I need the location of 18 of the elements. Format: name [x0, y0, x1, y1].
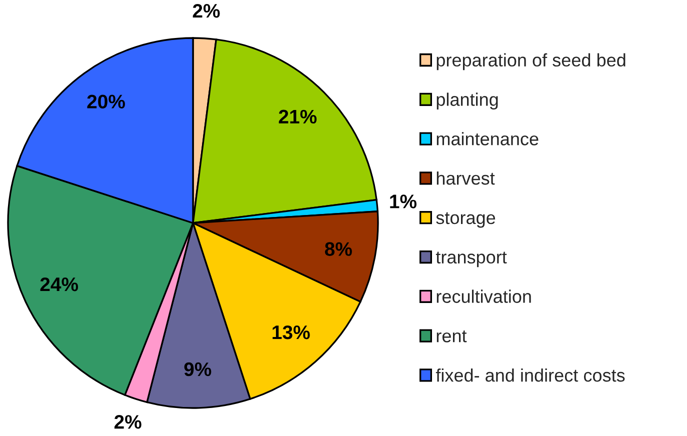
data-label: 2% [192, 4, 220, 18]
data-label: 24% [40, 277, 78, 292]
legend-label: fixed- and indirect costs [436, 368, 625, 382]
data-label: 2% [114, 415, 142, 429]
legend-label: harvest [436, 171, 495, 185]
legend-label: maintenance [436, 132, 538, 146]
legend-label: planting [436, 92, 498, 110]
data-label: 1% [390, 194, 417, 208]
legend-label: recultivation [436, 290, 531, 303]
legend-label: storage [436, 212, 496, 228]
data-label: 9% [184, 362, 212, 376]
data-label: 13% [272, 325, 310, 340]
data-label: 8% [324, 242, 352, 256]
legend-label: transport [436, 252, 507, 268]
data-label: 20% [87, 94, 125, 108]
data-label: 21% [278, 110, 317, 124]
legend-label: preparation of seed bed [436, 53, 626, 70]
legend-label: rent [436, 330, 467, 342]
